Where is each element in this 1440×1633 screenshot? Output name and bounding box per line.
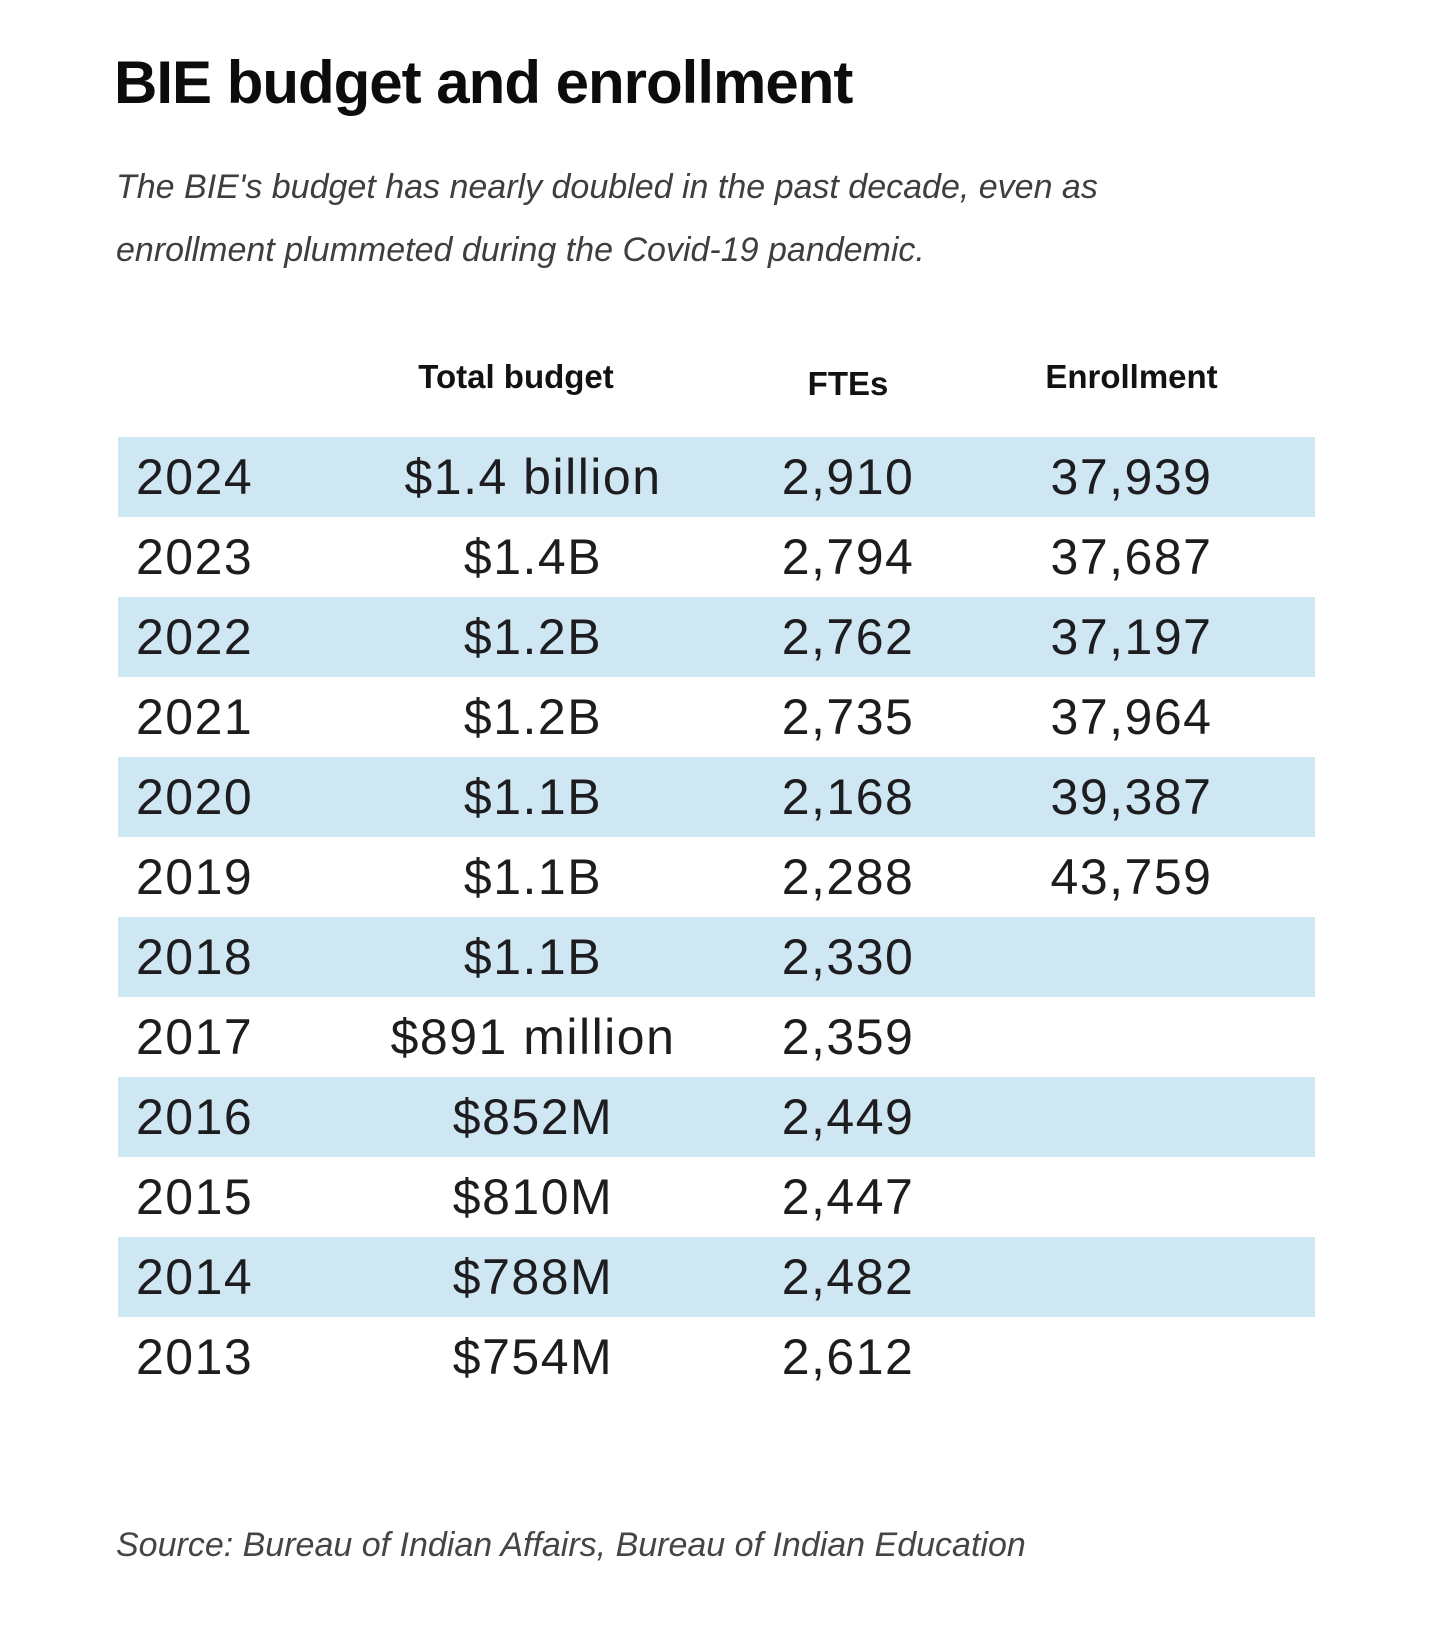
table-cell-year: 2018: [136, 929, 254, 985]
table-row: 2015 $810M 2,447: [118, 1157, 1315, 1237]
table-row: 2019 $1.1B 2,288 43,759: [118, 837, 1315, 917]
table-row: 2023 $1.4B 2,794 37,687: [118, 517, 1315, 597]
table-row: 2016 $852M 2,449: [118, 1077, 1315, 1157]
table-cell-ftes: 2,612: [781, 1329, 915, 1385]
table-cell-ftes: 2,794: [781, 529, 915, 585]
table-cell-budget: $1.2B: [463, 689, 603, 745]
table-cell-year: 2019: [136, 849, 254, 905]
table-cell-budget: $852M: [452, 1089, 614, 1145]
table-cell-ftes: 2,330: [781, 929, 915, 985]
table-row: 2022 $1.2B 2,762 37,197: [118, 597, 1315, 677]
subtitle: The BIE's budget has nearly doubled in t…: [116, 168, 1098, 269]
table-cell-budget: $1.2B: [463, 609, 603, 665]
table-cell-enrollment: 37,687: [1050, 529, 1213, 585]
table-cell-budget: $1.4B: [463, 529, 603, 585]
table-cell-year: 2017: [136, 1009, 254, 1065]
table-rows: 2024 $1.4 billion 2,910 37,939 2023 $1.4B 2,79…: [118, 437, 1315, 1397]
table-cell-enrollment: 37,964: [1050, 689, 1213, 745]
table-cell-year: 2023: [136, 529, 254, 585]
table-cell-year: 2021: [136, 689, 254, 745]
table-row: 2014 $788M 2,482: [118, 1237, 1315, 1317]
table-cell-ftes: 2,910: [781, 449, 915, 505]
table-cell-year: 2014: [136, 1249, 254, 1305]
table-cell-enrollment: 39,387: [1050, 769, 1213, 825]
table-cell-budget: $891 million: [390, 1009, 676, 1065]
table-cell-ftes: 2,288: [781, 849, 915, 905]
table-cell-year: 2013: [136, 1329, 254, 1385]
column-header-total-budget: Total budget: [418, 358, 614, 395]
table-cell-ftes: 2,762: [781, 609, 915, 665]
table-row: 2020 $1.1B 2,168 39,387: [118, 757, 1315, 837]
table-row: 2018 $1.1B 2,330: [118, 917, 1315, 997]
table-cell-ftes: 2,447: [781, 1169, 915, 1225]
table-cell-year: 2016: [136, 1089, 254, 1145]
table-row: 2024 $1.4 billion 2,910 37,939: [118, 437, 1315, 517]
table-cell-ftes: 2,359: [781, 1009, 915, 1065]
table-row: 2021 $1.2B 2,735 37,964: [118, 677, 1315, 757]
table-cell-budget: $1.4 billion: [404, 449, 662, 505]
table-cell-budget: $1.1B: [463, 929, 603, 985]
table-cell-ftes: 2,735: [781, 689, 915, 745]
table-cell-budget: $788M: [452, 1249, 614, 1305]
table-cell-budget: $1.1B: [463, 769, 603, 825]
table-cell-ftes: 2,168: [781, 769, 915, 825]
table-cell-year: 2022: [136, 609, 254, 665]
table-cell-enrollment: 43,759: [1050, 849, 1213, 905]
table-cell-ftes: 2,482: [781, 1249, 915, 1305]
table-cell-budget: $1.1B: [463, 849, 603, 905]
table-cell-year: 2024: [136, 449, 254, 505]
table-row: 2013 $754M 2,612: [118, 1317, 1315, 1397]
table-cell-budget: $810M: [452, 1169, 614, 1225]
table-cell-budget: $754M: [452, 1329, 614, 1385]
table-cell-enrollment: 37,197: [1050, 609, 1213, 665]
table-row: 2017 $891 million 2,359: [118, 997, 1315, 1077]
table-cell-ftes: 2,449: [781, 1089, 915, 1145]
budget-enrollment-table: Total budget FTEs Enrollment 2024 $1.4 bi…: [118, 352, 1315, 1397]
table-header-row: Total budget FTEs Enrollment: [118, 352, 1315, 437]
source-credit: Source: Bureau of Indian Affairs, Bureau…: [116, 1526, 1026, 1564]
table-cell-year: 2015: [136, 1169, 254, 1225]
column-header-enrollment: Enrollment: [1045, 358, 1218, 395]
table-cell-enrollment: 37,939: [1050, 449, 1213, 505]
page-title: BIE budget and enrollment: [114, 49, 853, 116]
column-header-ftes: FTEs: [807, 365, 889, 402]
table-cell-year: 2020: [136, 769, 254, 825]
